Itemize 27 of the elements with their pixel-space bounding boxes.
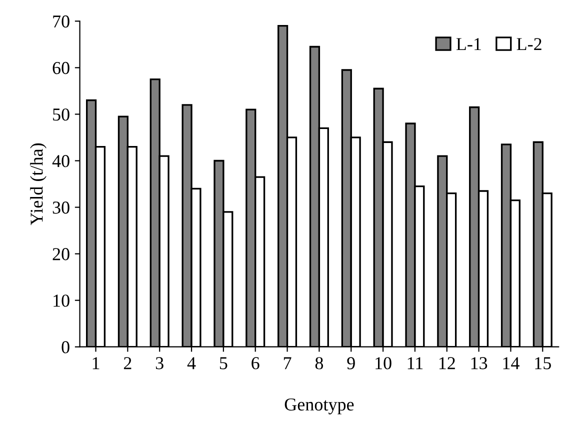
y-tick-label: 20	[52, 248, 70, 260]
x-tick-label: 12	[439, 357, 455, 370]
y-tick-label: 70	[53, 15, 70, 28]
x-tick-label: 13	[471, 357, 488, 370]
x-tick-label: 9	[347, 357, 355, 370]
x-tick-label: 8	[315, 357, 324, 370]
y-tick-label: 50	[53, 108, 70, 121]
x-tick-label: 7	[284, 357, 292, 370]
x-tick-label: 3	[156, 357, 164, 370]
x-tick-label: 1	[92, 357, 100, 370]
x-tick-label: 5	[220, 357, 228, 370]
x-tick-label: 10	[376, 357, 392, 370]
x-tick-label: 11	[408, 357, 423, 370]
y-tick-label: 60	[52, 62, 70, 74]
x-tick-label: 14	[503, 357, 520, 370]
x-tick-label: 4	[187, 357, 196, 370]
x-tick-label: 2	[124, 357, 132, 370]
y-tick-label: 30	[52, 202, 70, 214]
y-tick-label: 40	[52, 154, 70, 168]
y-axis-title: Yield (t/ha)	[30, 143, 46, 226]
x-tick-label: 15	[535, 357, 551, 370]
x-tick-label: 6	[252, 357, 260, 370]
y-tick-label: 10	[54, 294, 70, 307]
y-tick-label: 0	[62, 341, 70, 354]
x-axis-title: Genotype	[284, 398, 354, 414]
legend-label: L-1	[456, 38, 481, 50]
legend-label: L-2	[516, 38, 542, 50]
